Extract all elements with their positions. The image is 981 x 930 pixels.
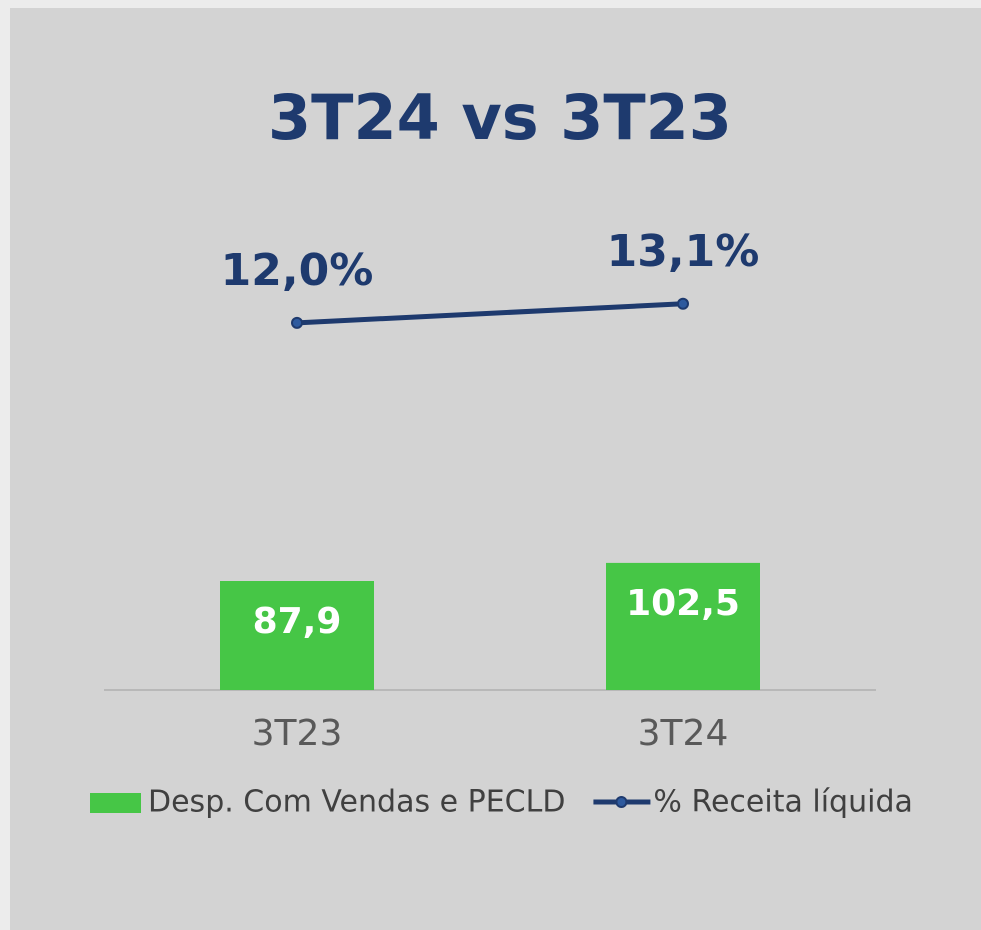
legend-label: Desp. Com Vendas e PECLD	[148, 785, 565, 820]
legend-label: % Receita líquida	[653, 785, 912, 820]
bar	[606, 562, 760, 690]
line-marker	[677, 297, 689, 310]
line-value-label: 13,1%	[607, 226, 760, 277]
line-value-label: 12,0%	[221, 245, 374, 296]
x-tick-label: 3T23	[252, 713, 343, 754]
line-marker	[291, 316, 303, 329]
bar	[220, 581, 374, 690]
legend-swatch	[90, 793, 141, 813]
line	[296, 301, 684, 326]
chart-title: 3T24 vs 3T23	[268, 81, 732, 154]
legend-marker	[615, 796, 628, 808]
bar-value-label: 102,5	[626, 583, 740, 624]
x-tick-label: 3T24	[638, 713, 729, 754]
bar-value-label: 87,9	[253, 601, 342, 642]
background	[10, 8, 981, 930]
